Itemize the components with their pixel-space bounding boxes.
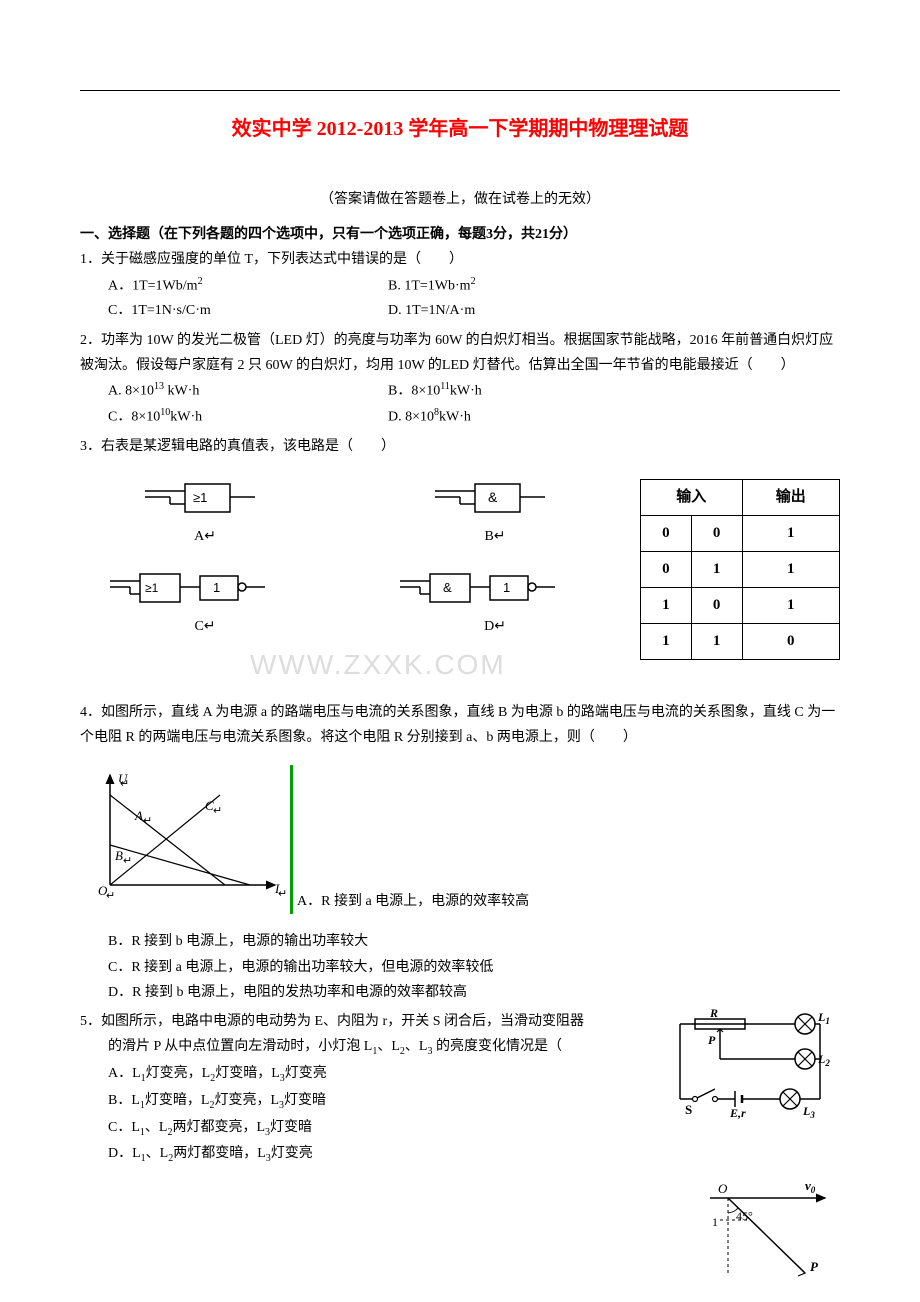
truth-table: 输入 输出 001 011 101 110 — [640, 479, 840, 660]
gate-b: & B↵ — [370, 479, 620, 549]
exam-title: 效实中学 2012-2013 学年高一下学期期中物理理试题 — [80, 111, 840, 147]
svg-text:O: O — [718, 1181, 728, 1196]
vi-chart: U ↵ I ↵ A ↵ B ↵ C ↵ O ↵ — [80, 765, 293, 914]
svg-text:↵: ↵ — [278, 888, 287, 900]
svg-text:↵: ↵ — [120, 778, 129, 790]
q5-option-d: D．L1、L2两灯都变暗，L3灯变亮 — [108, 1141, 660, 1168]
svg-text:S: S — [685, 1102, 692, 1117]
top-border-line — [80, 90, 840, 91]
and-gate-icon: & — [425, 479, 565, 524]
svg-text:v0: v0 — [805, 1178, 816, 1195]
q5-text-line1: 5．如图所示，电路中电源的电动势为 E、内阻为 r，开关 S 闭合后，当滑动变阻… — [80, 1009, 660, 1034]
svg-text:L3: L3 — [802, 1104, 815, 1119]
q1-text: 1．关于磁感应强度的单位 T，下列表达式中错误的是（ ） — [80, 247, 840, 272]
gate-c-label: C↵ — [194, 619, 215, 634]
or-gate-icon: ≥1 — [135, 479, 275, 524]
q4-option-a: A．R 接到 a 电源上，电源的效率较高 — [297, 889, 529, 914]
q4-text: 4．如图所示，直线 A 为电源 a 的路端电压与电流的关系图象，直线 B 为电源… — [80, 700, 840, 750]
q4-option-c: C．R 接到 a 电源上，电源的输出功率较大，但电源的效率较低 — [108, 955, 840, 980]
truth-table-input-header: 输入 — [641, 479, 743, 515]
svg-text:↵: ↵ — [213, 805, 222, 817]
velocity-diagram: v0 O 45° 1 P — [690, 1178, 840, 1287]
svg-text:1: 1 — [712, 1215, 718, 1229]
q2-option-a: A. 8×1013 kW·h — [108, 378, 388, 404]
q5-option-a: A．L1灯变亮，L2灯变暗，L3灯变亮 — [108, 1061, 660, 1088]
gate-a-label: A↵ — [194, 529, 216, 544]
svg-text:B: B — [115, 848, 123, 863]
q2-option-b: B．8×1011kW·h — [388, 378, 668, 404]
q4-option-d: D．R 接到 b 电源上，电阻的发热功率和电源的效率都较高 — [108, 980, 840, 1005]
q4-option-b: B．R 接到 b 电源上，电源的输出功率较大 — [108, 929, 840, 954]
svg-text:45°: 45° — [736, 1209, 753, 1223]
svg-text:↵: ↵ — [106, 890, 115, 902]
svg-text:≥1: ≥1 — [193, 490, 207, 505]
svg-text:≥1: ≥1 — [145, 581, 159, 595]
q5-text-line2: 的滑片 P 从中点位置向左滑动时，小灯泡 L1、L2、L3 的亮度变化情况是（ — [80, 1034, 660, 1061]
svg-text:↵: ↵ — [143, 815, 152, 827]
gate-d: & 1 D↵ — [370, 569, 620, 639]
question-4: 4．如图所示，直线 A 为电源 a 的路端电压与电流的关系图象，直线 B 为电源… — [80, 700, 840, 1005]
gate-b-label: B↵ — [484, 529, 505, 544]
question-5: 5．如图所示，电路中电源的电动势为 E、内阻为 r，开关 S 闭合后，当滑动变阻… — [80, 1009, 840, 1168]
q2-option-c: C．8×1010kW·h — [108, 404, 388, 430]
q5-option-b: B．L1灯变暗，L2灯变亮，L3灯变暗 — [108, 1088, 660, 1115]
svg-text:1: 1 — [213, 580, 220, 595]
question-1: 1．关于磁感应强度的单位 T，下列表达式中错误的是（ ） A．1T=1Wb/m2… — [80, 247, 840, 323]
instruction-text: （答案请做在答题卷上，做在试卷上的无效） — [80, 187, 840, 212]
logic-gates-and-table: ≥1 A↵ & B↵ ≥1 — [80, 479, 840, 660]
svg-text:P: P — [810, 1259, 819, 1274]
circuit-diagram: R P L1 L2 — [670, 1009, 840, 1128]
and-not-gate-icon: & 1 — [395, 569, 595, 614]
truth-table-output-header: 输出 — [742, 479, 839, 515]
q1-option-d: D. 1T=1N/A·m — [388, 298, 668, 323]
q1-option-c: C．1T=1N·s/C·m — [108, 298, 388, 323]
q2-text: 2．功率为 10W 的发光二极管（LED 灯）的亮度与功率为 60W 的白炽灯相… — [80, 328, 840, 378]
svg-text:R: R — [709, 1009, 718, 1020]
svg-text:↵: ↵ — [123, 855, 132, 867]
question-3: 3．右表是某逻辑电路的真值表，该电路是（ ） — [80, 434, 840, 459]
q5-option-c: C．L1、L2两灯都变亮，L3灯变暗 — [108, 1115, 660, 1142]
logic-gates-grid: ≥1 A↵ & B↵ ≥1 — [80, 479, 620, 639]
svg-text:1: 1 — [503, 580, 510, 595]
svg-text:E,r: E,r — [729, 1106, 746, 1119]
svg-text:&: & — [443, 580, 452, 595]
gate-a: ≥1 A↵ — [80, 479, 330, 549]
q2-option-d: D. 8×108kW·h — [388, 404, 668, 430]
svg-text:L2: L2 — [817, 1052, 830, 1068]
q1-option-a: A．1T=1Wb/m2 — [108, 273, 388, 299]
svg-text:A: A — [134, 808, 143, 823]
q3-text: 3．右表是某逻辑电路的真值表，该电路是（ ） — [80, 434, 840, 459]
gate-c: ≥1 1 C↵ — [80, 569, 330, 639]
q1-option-b: B. 1T=1Wb·m2 — [388, 273, 668, 299]
question-2: 2．功率为 10W 的发光二极管（LED 灯）的亮度与功率为 60W 的白炽灯相… — [80, 328, 840, 430]
gate-d-label: D↵ — [484, 619, 506, 634]
section-1-header: 一、选择题（在下列各题的四个选项中，只有一个选项正确，每题3分，共21分） — [80, 222, 840, 247]
svg-text:&: & — [488, 489, 498, 505]
or-not-gate-icon: ≥1 1 — [105, 569, 305, 614]
svg-text:P: P — [708, 1033, 716, 1047]
